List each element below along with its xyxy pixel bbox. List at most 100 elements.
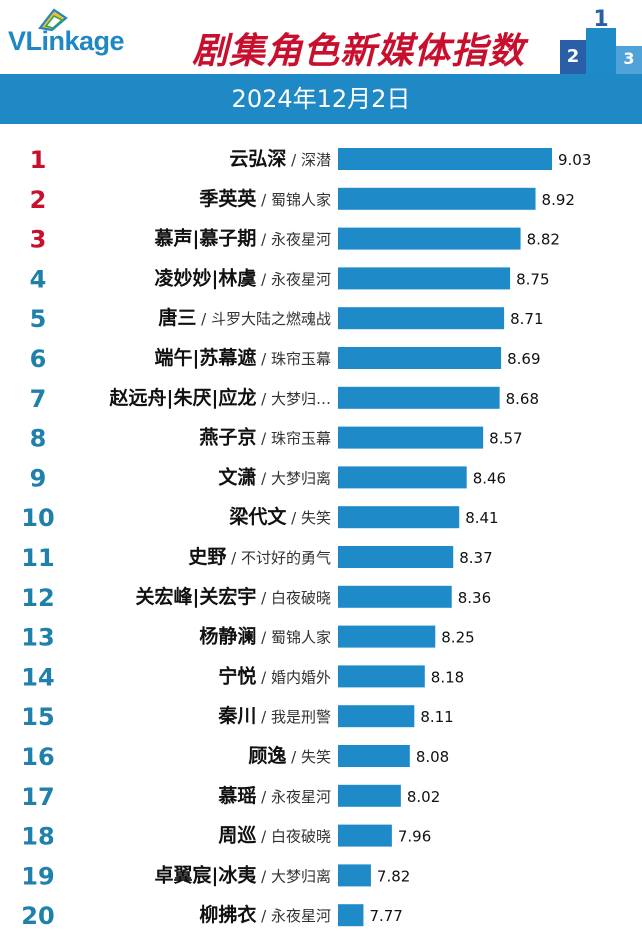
ranking-row: 12 关宏峰|关宏宇 / 白夜破晓 8.36 bbox=[21, 584, 491, 612]
svg-text:2: 2 bbox=[567, 46, 580, 67]
drama-name: / 深潜 bbox=[286, 151, 331, 169]
header: VLinkage 剧集角色新媒体指数 2 1 3 bbox=[0, 0, 642, 74]
drama-name: / 白夜破晓 bbox=[256, 589, 331, 607]
role-name: 关宏峰|关宏宇 bbox=[135, 585, 256, 608]
ranking-row: 3 慕声|慕子期 / 永夜星河 8.82 bbox=[30, 226, 560, 254]
logo-link: Link bbox=[25, 26, 80, 56]
role-name: 顾逸 bbox=[248, 744, 286, 767]
drama-name: / 我是刑警 bbox=[256, 708, 331, 726]
rank-number: 18 bbox=[21, 823, 54, 851]
row-label: 慕瑶 / 永夜星河 bbox=[218, 785, 331, 807]
ranking-row: 5 唐三 / 斗罗大陆之燃魂战 8.71 bbox=[30, 305, 544, 333]
value-label: 8.25 bbox=[441, 629, 474, 647]
ranking-row: 1 云弘深 / 深潜 9.03 bbox=[30, 146, 592, 174]
value-bar bbox=[338, 546, 454, 568]
value-label: 8.57 bbox=[489, 430, 522, 448]
ranking-chart: 1 云弘深 / 深潜 9.03 2 季英英 / 蜀锦人家 8.92 3 慕声|慕子期 / 永夜… bbox=[21, 146, 592, 930]
rank-number: 20 bbox=[21, 902, 54, 930]
drama-name: / 斗罗大陆之燃魂战 bbox=[196, 310, 331, 328]
rank-number: 3 bbox=[30, 226, 47, 254]
rank-number: 19 bbox=[21, 862, 54, 890]
role-name: 梁代文 bbox=[228, 505, 287, 528]
rank-number: 7 bbox=[30, 385, 47, 413]
ranking-row: 18 周巡 / 白夜破晓 7.96 bbox=[21, 823, 431, 851]
rank-number: 15 bbox=[21, 703, 54, 731]
drama-name: / 蜀锦人家 bbox=[256, 191, 331, 209]
role-name: 史野 bbox=[188, 546, 226, 568]
rank-number: 1 bbox=[30, 146, 47, 174]
drama-name: / 失笑 bbox=[286, 748, 331, 766]
ranking-row: 13 杨静澜 / 蜀锦人家 8.25 bbox=[21, 624, 474, 652]
row-label: 凌妙妙|林虞 / 永夜星河 bbox=[154, 266, 331, 289]
value-bar bbox=[338, 148, 552, 170]
value-label: 8.69 bbox=[507, 350, 540, 368]
ranking-row: 2 季英英 / 蜀锦人家 8.92 bbox=[30, 186, 575, 214]
row-label: 唐三 / 斗罗大陆之燃魂战 bbox=[158, 306, 331, 329]
page-title: 剧集角色新媒体指数 bbox=[192, 31, 526, 72]
row-label: 端午|苏幕遮 / 珠帘玉幕 bbox=[154, 346, 331, 369]
row-label: 云弘深 / 深潜 bbox=[229, 147, 331, 170]
ranking-row: 4 凌妙妙|林虞 / 永夜星河 8.75 bbox=[30, 265, 550, 293]
rank-number: 13 bbox=[21, 624, 54, 652]
role-name: 文潇 bbox=[218, 465, 256, 488]
rank-number: 2 bbox=[30, 186, 47, 214]
role-name: 杨静澜 bbox=[199, 625, 256, 648]
value-label: 8.11 bbox=[420, 708, 453, 726]
ranking-row: 15 秦川 / 我是刑警 8.11 bbox=[21, 703, 453, 731]
value-bar bbox=[338, 745, 410, 767]
ranking-row: 19 卓翼宸|冰夷 / 大梦归离 7.82 bbox=[21, 862, 410, 890]
row-label: 顾逸 / 失笑 bbox=[248, 744, 331, 767]
role-name: 赵远舟|朱厌|应龙 bbox=[109, 386, 257, 409]
value-label: 7.77 bbox=[369, 907, 402, 925]
ranking-row: 10 梁代文 / 失笑 8.41 bbox=[21, 504, 498, 532]
drama-name: / 永夜星河 bbox=[256, 788, 331, 806]
drama-name: / 蜀锦人家 bbox=[256, 629, 331, 647]
value-bar bbox=[338, 466, 467, 489]
logo-age: age bbox=[79, 26, 125, 56]
ranking-row: 16 顾逸 / 失笑 8.08 bbox=[21, 743, 449, 771]
row-label: 卓翼宸|冰夷 / 大梦归离 bbox=[154, 863, 331, 886]
value-bar bbox=[338, 187, 536, 210]
row-label: 关宏峰|关宏宇 / 白夜破晓 bbox=[135, 585, 331, 608]
value-bar bbox=[338, 386, 500, 409]
value-label: 7.96 bbox=[398, 828, 431, 846]
role-name: 卓翼宸|冰夷 bbox=[154, 863, 256, 886]
role-name: 凌妙妙|林虞 bbox=[154, 266, 256, 289]
svg-text:3: 3 bbox=[623, 49, 634, 68]
value-bar bbox=[338, 784, 401, 807]
rank-number: 9 bbox=[30, 464, 47, 492]
role-name: 宁悦 bbox=[218, 664, 256, 687]
value-bar bbox=[338, 665, 425, 688]
value-label: 8.18 bbox=[431, 668, 464, 686]
row-label: 宁悦 / 婚内婚外 bbox=[218, 664, 331, 687]
value-label: 8.37 bbox=[459, 549, 492, 567]
row-label: 文潇 / 大梦归离 bbox=[218, 465, 331, 488]
row-label: 史野 / 不讨好的勇气 bbox=[188, 546, 331, 568]
value-bar bbox=[338, 824, 392, 847]
drama-name: / 大梦归… bbox=[256, 390, 331, 408]
value-label: 7.82 bbox=[377, 867, 410, 885]
ranking-row: 8 燕子京 / 珠帘玉幕 8.57 bbox=[30, 425, 523, 453]
rank-number: 10 bbox=[21, 504, 54, 532]
value-label: 8.82 bbox=[527, 231, 560, 249]
role-name: 端午|苏幕遮 bbox=[154, 346, 256, 369]
role-name: 燕子京 bbox=[199, 426, 256, 449]
value-label: 8.92 bbox=[542, 191, 575, 209]
drama-name: / 永夜星河 bbox=[256, 270, 331, 288]
ranking-row: 11 史野 / 不讨好的勇气 8.37 bbox=[21, 544, 492, 572]
value-bar bbox=[338, 864, 371, 887]
value-bar bbox=[338, 347, 502, 369]
rank-number: 17 bbox=[21, 783, 54, 811]
role-name: 季英英 bbox=[199, 187, 257, 210]
role-name: 云弘深 bbox=[229, 147, 286, 170]
drama-name: / 永夜星河 bbox=[256, 907, 331, 925]
drama-name: / 大梦归离 bbox=[256, 867, 331, 885]
role-name: 周巡 bbox=[218, 825, 256, 847]
role-name: 唐三 bbox=[158, 306, 196, 329]
svg-text:1: 1 bbox=[593, 7, 608, 32]
value-bar bbox=[338, 625, 436, 648]
drama-name: / 失笑 bbox=[286, 509, 331, 527]
date-banner: 2024年12月2日 bbox=[0, 74, 642, 124]
row-label: 梁代文 / 失笑 bbox=[228, 505, 331, 528]
row-label: 秦川 / 我是刑警 bbox=[217, 704, 331, 727]
